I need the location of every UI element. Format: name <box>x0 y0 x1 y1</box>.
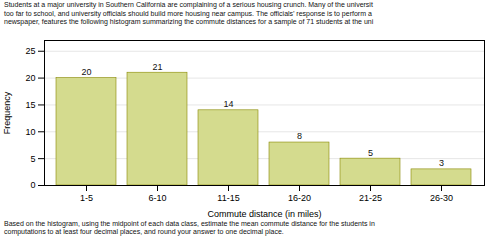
svg-text:Commute distance (in miles): Commute distance (in miles) <box>207 208 321 218</box>
svg-text:6-10: 6-10 <box>148 193 166 203</box>
svg-text:10: 10 <box>25 126 35 136</box>
svg-text:25: 25 <box>25 46 35 56</box>
html-text:too far to school, and univers: too far to school, and university offici… <box>4 9 372 17</box>
svg-text:3: 3 <box>439 158 444 168</box>
html-text:Students at a major university: Students at a major university in Southe… <box>4 1 373 8</box>
svg-text:11-15: 11-15 <box>217 193 239 203</box>
html-text:Based on the histogram, using: Based on the histogram, using the midpoi… <box>4 219 375 227</box>
svg-text:0: 0 <box>30 180 35 190</box>
svg-text:15: 15 <box>25 100 35 110</box>
svg-text:5: 5 <box>368 147 373 157</box>
svg-text:1-5: 1-5 <box>80 193 93 203</box>
svg-text:20: 20 <box>81 67 91 77</box>
html-text:newspaper, features the follow: newspaper, features the following histog… <box>4 18 374 26</box>
svg-text:21: 21 <box>152 61 162 71</box>
svg-text:14: 14 <box>223 99 233 109</box>
svg-text:26-30: 26-30 <box>430 193 453 203</box>
html-text:computations to at least four: computations to at least four decimal pl… <box>4 228 284 236</box>
svg-text:16-20: 16-20 <box>288 193 311 203</box>
svg-text:Frequency: Frequency <box>2 91 12 134</box>
svg-text:5: 5 <box>30 153 35 163</box>
svg-text:8: 8 <box>297 131 302 141</box>
svg-text:20: 20 <box>25 73 35 83</box>
svg-text:21-25: 21-25 <box>359 193 382 203</box>
